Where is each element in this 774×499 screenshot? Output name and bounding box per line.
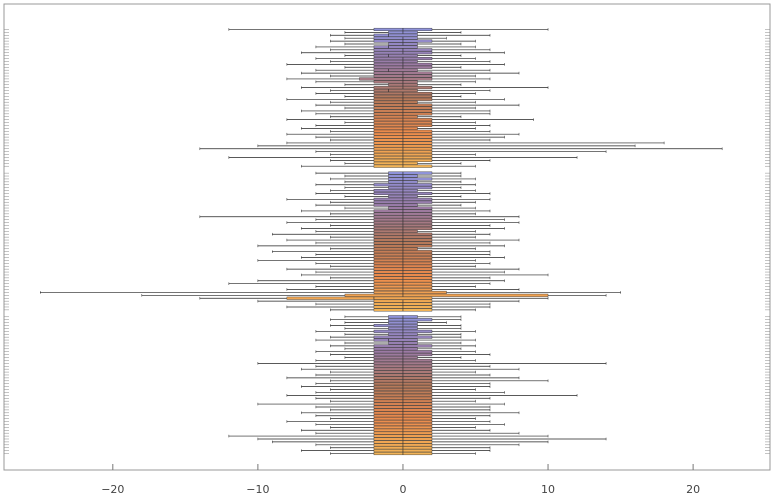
box [373,80,418,84]
x-tick-label: −20 [101,483,124,496]
box [373,203,418,207]
box [373,45,418,49]
box [388,206,433,210]
x-tick-label: 0 [399,483,406,496]
box [373,229,418,233]
box [373,89,418,93]
box [373,356,418,360]
box [373,161,418,165]
box [373,115,418,119]
box [373,126,418,130]
box [373,189,418,193]
box [344,293,549,297]
box [388,186,433,190]
box [359,77,433,81]
box [388,318,433,322]
box [373,68,418,72]
box [373,100,418,104]
box [373,347,418,351]
box [286,296,433,300]
box [373,338,418,342]
box [373,33,418,37]
x-tick-label: −10 [246,483,269,496]
box [388,171,433,175]
box [388,177,433,181]
box [373,290,447,294]
x-tick-label: 20 [686,483,700,496]
box [373,54,418,58]
box [373,59,418,63]
box [373,324,418,328]
box [373,36,418,40]
box [373,247,418,251]
x-tick-label: 10 [541,483,555,496]
